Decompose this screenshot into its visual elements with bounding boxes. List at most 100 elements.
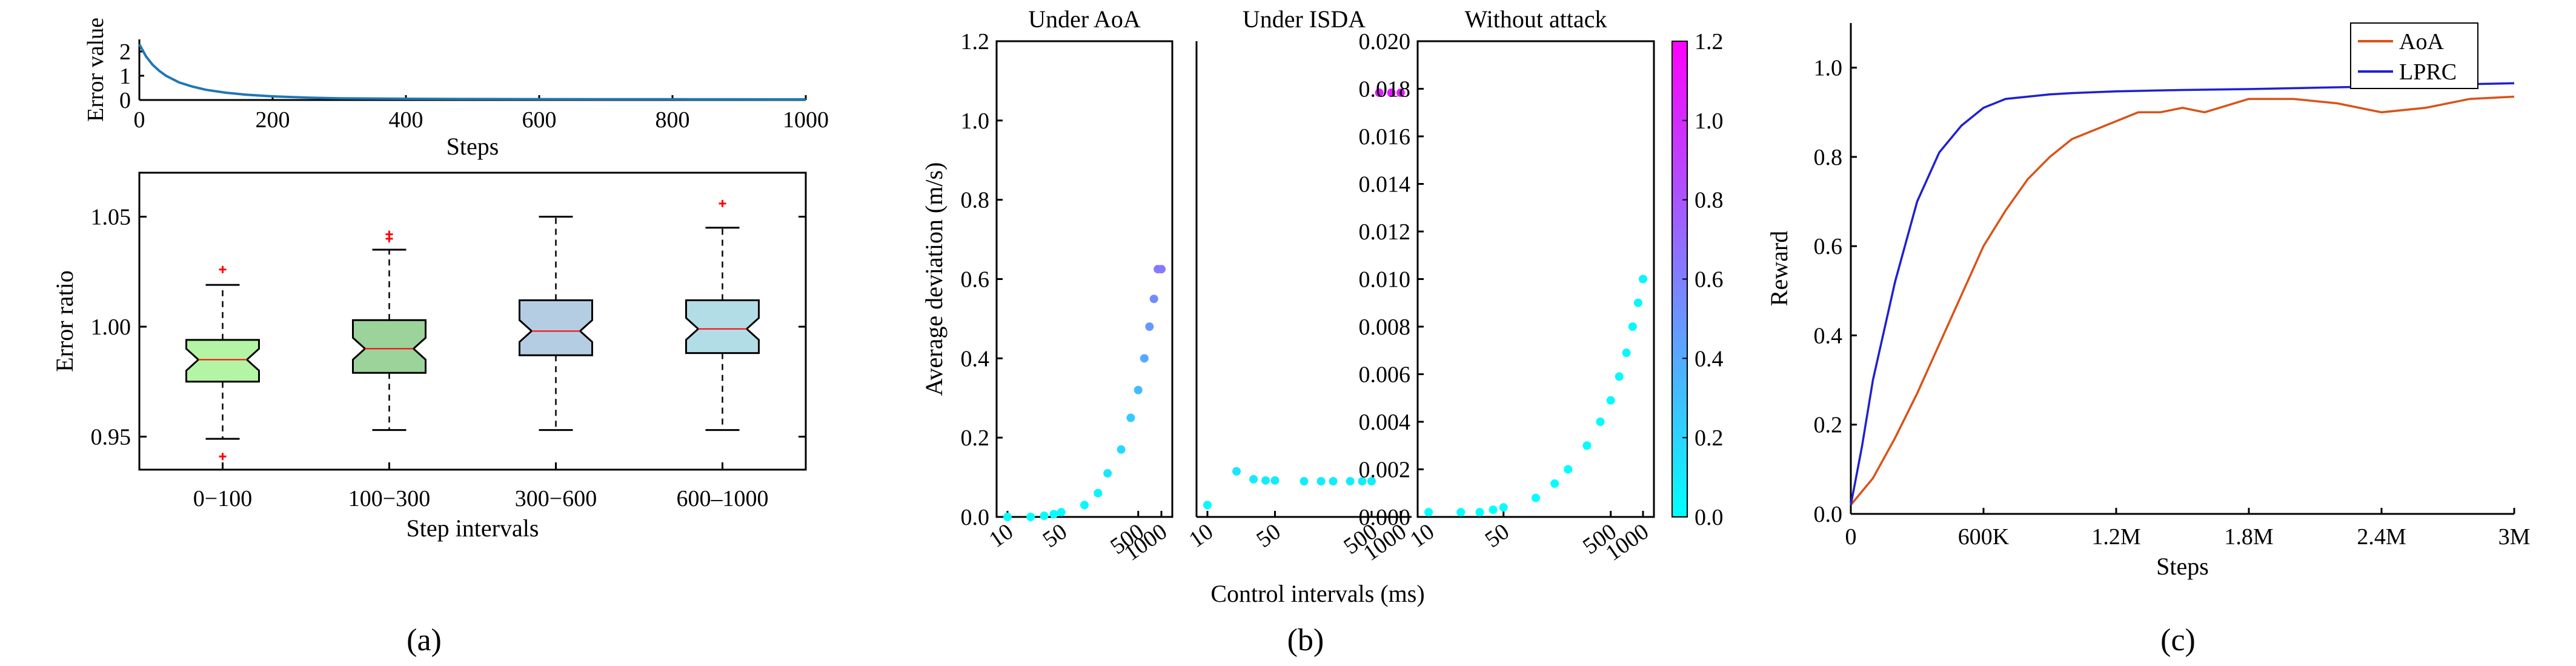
b-y-tick-label: 0.020 (1359, 29, 1411, 55)
b-scatter-point (1489, 505, 1498, 514)
a-box-y-tick-label: 1.05 (91, 205, 131, 230)
b-colorbar-tick-label: 1.2 (1695, 29, 1724, 55)
b-colorbar-tick-label: 0.4 (1695, 346, 1724, 371)
b-x-tick-label: 50 (1038, 519, 1072, 553)
b-y-tick-label: 0.002 (1359, 458, 1411, 483)
a-top-y-tick-label: 0 (119, 88, 131, 113)
b-scatter-point (1157, 265, 1166, 274)
c-series-line-lprc (1850, 82, 2515, 505)
b-scatter-point (1140, 354, 1149, 363)
b-scatter-point (1606, 396, 1615, 405)
b-y-tick-label: 0.018 (1359, 77, 1411, 102)
c-x-tick-label: 2.4M (2357, 524, 2406, 550)
a-box-outlier (219, 265, 227, 273)
b-scatter-point (1026, 513, 1035, 521)
b-scatter-point (1475, 508, 1484, 517)
c-y-tick-label: 1.0 (1814, 56, 1843, 81)
b-colorbar-tick-label: 1.0 (1695, 108, 1724, 134)
a-top-y-tick-label: 2 (119, 39, 131, 65)
b-x-axis-label: Control intervals (ms) (1210, 580, 1424, 607)
b-colorbar-tick-label: 0.6 (1695, 267, 1724, 293)
b-scatter-point (1117, 445, 1126, 454)
c-x-tick-label: 1.2M (2091, 524, 2140, 550)
b-scatter-point (1550, 479, 1559, 488)
a-top-y-tick-label: 1 (119, 64, 131, 89)
b-scatter-point (1582, 441, 1592, 450)
b-scatter-point (1367, 477, 1376, 486)
b-scatter-point (1628, 322, 1637, 331)
b-scatter-point (1103, 469, 1112, 478)
b-colorbar-tick-label: 0.2 (1695, 425, 1724, 451)
caption-a: (a) (407, 623, 442, 658)
a-box-x-tick-label: 600–1000 (677, 486, 769, 511)
c-x-tick-label: 3M (2498, 524, 2531, 550)
a-top-x-tick-label: 1000 (783, 107, 829, 133)
b-subplot-title: Under AoA (1028, 5, 1141, 33)
b-x-tick-label: 10 (984, 519, 1018, 553)
b-scatter-point (1375, 88, 1384, 98)
a-box-x-tick-label: 300−600 (515, 486, 597, 511)
b-scatter-point (1633, 298, 1642, 307)
panel-a: 0 200 400 600 800 1000 012 Steps Error value 0.95… (51, 18, 829, 542)
b-scatter-point (1596, 418, 1605, 426)
c-x-tick-label: 1.8M (2224, 524, 2273, 550)
b-scatter-point (1003, 513, 1012, 521)
b-scatter-point (1270, 476, 1280, 485)
b-colorbar-tick-label: 0.0 (1695, 505, 1724, 530)
a-top-x-tick-label: 800 (656, 107, 690, 133)
b-scatter-point (1639, 275, 1647, 284)
b-scatter-point (1358, 477, 1367, 486)
a-box-x-tick-label: 100−300 (348, 486, 430, 511)
b-subplot-frame (995, 40, 1173, 518)
b-scatter-point (1126, 413, 1135, 422)
b-y-tick-label: 0.010 (1359, 267, 1411, 293)
a-box-y-axis-label: Error ratio (51, 270, 78, 372)
a-box-frame (138, 171, 807, 471)
a-box-body (519, 299, 593, 356)
a-box-body (685, 299, 760, 355)
c-legend-label: LPRC (2399, 59, 2457, 85)
b-scatter-point (1615, 372, 1624, 381)
b-scatter-point (1261, 476, 1270, 485)
b-scatter-point (1203, 501, 1212, 510)
b-scatter-point (1532, 493, 1540, 502)
b-y-tick-label: 0.016 (1359, 124, 1411, 150)
a-top-y-axis-label: Error value (83, 18, 108, 122)
b-y-tick-label: 0.4 (961, 346, 990, 371)
c-x-tick-label: 0 (1845, 524, 1857, 550)
b-scatter-point (1329, 477, 1338, 486)
b-y-tick-label: 0.000 (1359, 505, 1411, 530)
b-y-tick-label: 1.2 (961, 29, 990, 55)
b-subplot-title: Without attack (1465, 5, 1607, 33)
b-colorbar-tick-label: 0.8 (1695, 188, 1724, 213)
c-y-tick-label: 0.8 (1814, 145, 1843, 170)
caption-b: (b) (1287, 623, 1324, 658)
b-y-tick-label: 0.004 (1359, 410, 1411, 435)
c-y-tick-label: 0.6 (1814, 234, 1843, 259)
c-legend-label: AoA (2399, 29, 2444, 55)
a-box-outlier (719, 199, 726, 207)
a-box-x-tick-label: 0−100 (193, 486, 252, 511)
b-scatter-point (1094, 488, 1103, 498)
a-box-y-tick-label: 1.00 (91, 315, 131, 340)
c-y-tick-label: 0.4 (1814, 323, 1843, 348)
b-scatter-point (1387, 88, 1396, 98)
b-y-tick-label: 0.8 (961, 188, 990, 213)
a-top-x-axis-label: Steps (446, 133, 499, 160)
b-subplot-frame (1416, 40, 1655, 518)
c-y-tick-label: 0.2 (1814, 413, 1843, 438)
a-top-x-tick-label: 400 (389, 107, 423, 133)
a-top-x-tick-label: 200 (256, 107, 290, 133)
b-y-tick-label: 0.012 (1359, 219, 1411, 245)
b-subplot-title: Under ISDA (1243, 5, 1366, 33)
b-y-tick-label: 0.2 (961, 425, 990, 451)
b-y-tick-label: 0.006 (1359, 362, 1411, 388)
b-scatter-point (1149, 295, 1158, 304)
c-y-axis-label: Reward (1765, 231, 1793, 306)
b-x-tick-label: 50 (1252, 519, 1285, 553)
b-x-tick-label: 10 (1406, 519, 1439, 553)
b-scatter-point (1040, 511, 1049, 521)
b-y-tick-label: 0.008 (1359, 315, 1411, 340)
